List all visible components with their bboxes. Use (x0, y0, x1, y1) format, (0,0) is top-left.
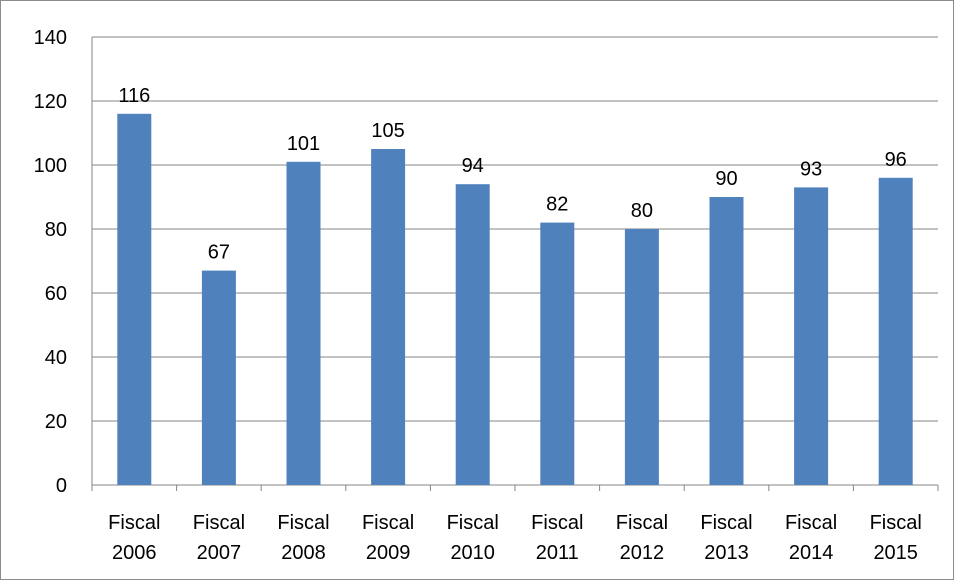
x-category-label-line1: Fiscal (616, 512, 668, 534)
data-label: 82 (546, 194, 568, 216)
y-tick-label: 0 (56, 475, 67, 497)
y-tick-label: 60 (45, 283, 67, 305)
data-label: 93 (800, 158, 822, 180)
y-tick-label: 40 (45, 347, 67, 369)
x-category-label-line2: 2009 (366, 542, 411, 564)
x-axis-category-labels: Fiscal 2006 Fiscal 2007 Fiscal 2008 Fiscal 2009… (108, 512, 922, 564)
data-label: 96 (885, 149, 907, 171)
bars (117, 113, 913, 486)
y-tick-label: 100 (34, 155, 67, 177)
x-category-label-line2: 2010 (450, 542, 495, 564)
x-category-label-line2: 2007 (197, 542, 242, 564)
bar (117, 113, 152, 486)
bar (878, 177, 913, 486)
data-labels: 116 67 101 105 94 82 80 90 93 96 (118, 85, 906, 264)
bar (455, 184, 490, 485)
bar (540, 222, 575, 485)
data-label: 116 (118, 85, 150, 107)
x-category-label-line1: Fiscal (108, 512, 160, 534)
y-tick-label: 120 (34, 91, 67, 113)
bar (201, 270, 236, 485)
bar (794, 187, 829, 485)
x-category-label-line2: 2013 (704, 542, 749, 564)
bar (624, 229, 659, 485)
x-category-label-line1: Fiscal (193, 512, 245, 534)
x-category-label-line1: Fiscal (277, 512, 329, 534)
x-category-label-line1: Fiscal (785, 512, 837, 534)
x-category-label-line1: Fiscal (447, 512, 499, 534)
x-category-label-line1: Fiscal (700, 512, 752, 534)
y-axis-tick-labels: 0 20 40 60 80 100 120 140 (34, 27, 67, 497)
x-category-label-line1: Fiscal (362, 512, 414, 534)
data-label: 105 (371, 120, 404, 142)
x-category-label-line2: 2008 (281, 542, 326, 564)
data-label: 94 (462, 155, 484, 177)
y-tick-label: 140 (34, 27, 67, 49)
data-label: 90 (715, 168, 737, 190)
x-category-label-line1: Fiscal (531, 512, 583, 534)
y-tick-label: 80 (45, 219, 67, 241)
x-category-label-line2: 2006 (112, 542, 157, 564)
data-label: 101 (287, 133, 320, 155)
x-category-label-line2: 2015 (873, 542, 918, 564)
bar (371, 149, 406, 485)
x-category-label-line2: 2012 (620, 542, 665, 564)
data-label: 67 (208, 242, 230, 264)
bar (286, 161, 321, 486)
x-category-label-line1: Fiscal (870, 512, 922, 534)
bar (709, 197, 744, 485)
x-category-label-line2: 2014 (789, 542, 834, 564)
data-label: 80 (631, 200, 653, 222)
x-category-label-line2: 2011 (536, 542, 579, 564)
y-tick-label: 20 (45, 411, 67, 433)
